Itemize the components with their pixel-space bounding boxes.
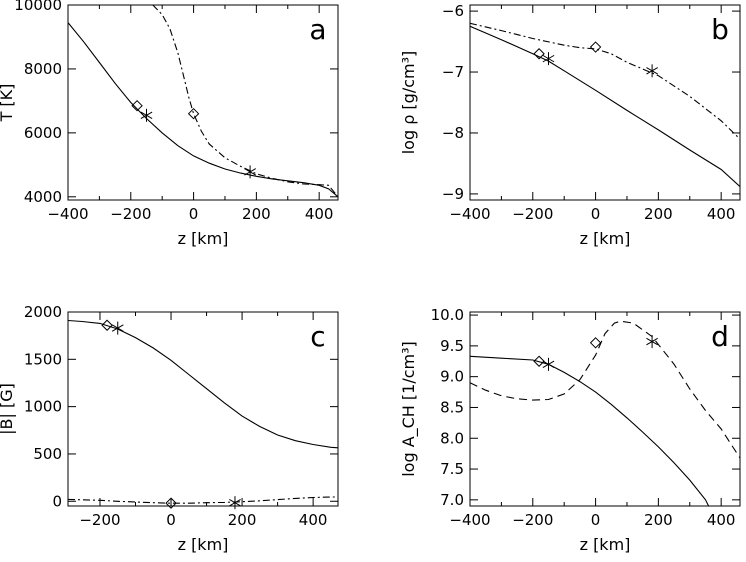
panel-b: −400 −200 0 200 400 −9 −8 −7 −6 z [km] log ρ [g/cm… [399, 2, 741, 248]
diamond-marker [131, 99, 143, 112]
x-axis-label: z [km] [580, 229, 631, 248]
x-tick-label: 400 [305, 205, 334, 223]
diamond-marker [165, 497, 177, 509]
diamond-marker [533, 355, 545, 367]
y-tick-label: 0 [52, 492, 62, 510]
asterisk-marker [646, 64, 658, 78]
y-tick-label: 1500 [24, 350, 62, 368]
x-tick-label: 200 [228, 511, 257, 529]
y-axis-label: log ρ [g/cm³] [399, 51, 418, 155]
asterisk-marker [111, 321, 124, 335]
diamond-marker [533, 48, 545, 60]
y-tick-label: 8.0 [440, 429, 464, 447]
x-tick-label: −200 [79, 511, 120, 529]
asterisk-marker [646, 335, 658, 349]
y-tick-label: 9.0 [440, 368, 464, 386]
panel-label: c [310, 320, 325, 353]
y-axis-label: log A_CH [1/cm³] [399, 341, 419, 477]
asterisk-marker [229, 496, 241, 510]
asterisk-marker [542, 52, 555, 66]
x-axis-label: z [km] [178, 535, 229, 554]
x-tick-label: 200 [644, 205, 673, 223]
plot-frame [469, 311, 741, 507]
y-tick-label: 8.5 [440, 398, 464, 416]
diamond-marker [187, 107, 200, 120]
x-tick-label: 0 [591, 205, 601, 223]
x-tick-label: 200 [242, 205, 271, 223]
y-tick-label: −6 [442, 2, 464, 20]
y-tick-label: 500 [33, 445, 62, 463]
series-line-dashdot [68, 496, 338, 504]
y-tick-label: 2000 [24, 303, 62, 321]
panel-a: −400 −200 0 200 400 4000 6000 8000 10000 z [km] T … [0, 0, 339, 248]
y-tick-label: −7 [442, 63, 464, 81]
series-line-dashdot [470, 22, 740, 140]
y-tick-label: 9.5 [440, 337, 464, 355]
panel-c: −200 0 200 400 0 500 1000 1500 2000 z [km] |B| [G]… [0, 303, 339, 554]
x-axis-label: z [km] [580, 535, 631, 554]
diamond-marker [589, 41, 602, 53]
y-tick-label: 10000 [14, 0, 62, 14]
y-axis-label: |B| [G] [0, 383, 16, 435]
y-tick-label: 8000 [24, 60, 62, 78]
x-tick-label: 0 [166, 511, 176, 529]
x-tick-label: 400 [299, 511, 328, 529]
plot-frame [469, 4, 741, 201]
series-line-solid [68, 319, 338, 449]
x-tick-label: −400 [449, 511, 490, 529]
y-tick-label: −8 [442, 124, 464, 142]
y-tick-label: 1000 [24, 398, 62, 416]
x-axis-label: z [km] [178, 229, 229, 248]
panel-label: a [309, 13, 326, 46]
x-tick-label: −200 [512, 511, 553, 529]
y-tick-label: 7.5 [440, 460, 464, 478]
x-tick-label: 400 [707, 205, 736, 223]
x-tick-label: 0 [591, 511, 601, 529]
y-tick-label: 6000 [24, 124, 62, 142]
x-tick-label: 0 [189, 205, 199, 223]
y-tick-label: 7.0 [440, 491, 464, 509]
series-line-solid [470, 355, 710, 506]
x-tick-label: 400 [707, 511, 736, 529]
x-tick-label: −200 [110, 205, 151, 223]
diamond-marker [589, 337, 602, 349]
asterisk-marker [542, 357, 555, 371]
y-axis-label: T [K] [0, 84, 16, 123]
panel-label: d [711, 320, 729, 353]
diamond-marker [101, 319, 113, 331]
x-tick-label: 200 [644, 511, 673, 529]
panel-d: −400 −200 0 200 400 7.0 7.5 8.0 8.5 9.0 9.5 10.0 z [… [399, 306, 741, 554]
series-line-solid [470, 25, 740, 188]
y-tick-label: 4000 [24, 188, 62, 206]
series-line-dashed [470, 320, 740, 459]
x-tick-label: −400 [47, 205, 88, 223]
series-line-dashdot [152, 5, 338, 198]
asterisk-marker [140, 108, 153, 122]
plot-frame [67, 4, 339, 201]
y-tick-label: 10.0 [431, 306, 464, 324]
plot-frame [67, 311, 339, 507]
x-tick-label: −400 [449, 205, 490, 223]
asterisk-marker [244, 165, 256, 179]
series-line-solid [68, 22, 338, 198]
panel-label: b [711, 13, 729, 46]
x-tick-label: −200 [512, 205, 553, 223]
y-tick-label: −9 [442, 185, 464, 203]
